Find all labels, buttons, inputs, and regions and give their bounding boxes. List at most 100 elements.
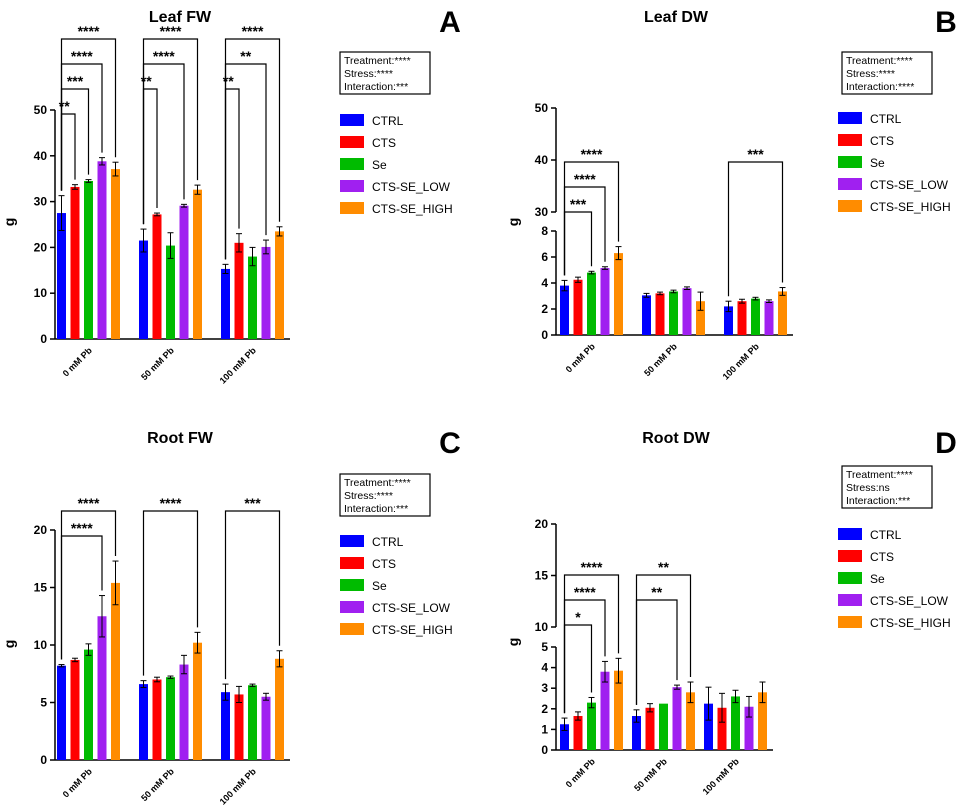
bar bbox=[275, 231, 284, 339]
panel-d-root-dw: Root DW D g 0 1 2 3 4 5 10 15 20 0 mM Pb 50 mM Pb 1… bbox=[505, 427, 957, 797]
legend-swatch bbox=[838, 528, 862, 540]
significance-bracket bbox=[727, 161, 784, 297]
legend-label: Se bbox=[372, 158, 387, 172]
y-axis-label: g bbox=[505, 638, 521, 647]
significance-bracket bbox=[563, 211, 593, 276]
bar bbox=[193, 642, 202, 760]
significance-label: ** bbox=[658, 559, 669, 575]
bar bbox=[737, 301, 747, 335]
y-tick-label: 40 bbox=[34, 149, 48, 163]
legend-label: CTS bbox=[870, 134, 894, 148]
significance-label: **** bbox=[242, 23, 264, 39]
legend-label: CTRL bbox=[870, 528, 902, 542]
significance-bracket bbox=[142, 38, 199, 225]
y-tick-label: 2 bbox=[541, 302, 548, 316]
significance-label: ** bbox=[240, 48, 251, 64]
significance-label: **** bbox=[71, 520, 93, 536]
legend-label: CTS-SE_HIGH bbox=[870, 616, 951, 630]
x-tick-label: 100 mM Pb bbox=[701, 756, 742, 797]
significance-label: **** bbox=[581, 559, 603, 575]
bar bbox=[587, 702, 596, 750]
significance-bracket bbox=[224, 63, 267, 260]
stat-treatment: Treatment:**** bbox=[344, 55, 411, 67]
y-tick-label: 15 bbox=[535, 569, 549, 583]
bar bbox=[724, 306, 733, 335]
bar bbox=[573, 716, 583, 750]
significance-label: **** bbox=[160, 23, 182, 39]
y-tick-label: 20 bbox=[34, 240, 48, 254]
bar bbox=[642, 295, 651, 335]
bar bbox=[669, 291, 678, 335]
y-tick-label: 10 bbox=[34, 286, 48, 300]
bar bbox=[731, 696, 740, 750]
legend-label: CTS-SE_LOW bbox=[870, 594, 949, 608]
y-tick-label: 4 bbox=[541, 276, 548, 290]
x-tick-label: 50 mM Pb bbox=[139, 345, 176, 382]
bar bbox=[193, 189, 202, 339]
significance-bracket bbox=[563, 599, 606, 714]
bar bbox=[614, 253, 623, 335]
bar bbox=[97, 616, 107, 760]
panel-letter: D bbox=[935, 427, 957, 460]
panel-b-leaf-dw: Leaf DW B g 0 2 4 6 8 30 40 50 0 mM Pb 50 mM Pb 10… bbox=[505, 6, 957, 382]
stat-interaction: Interaction:*** bbox=[846, 495, 910, 507]
legend-swatch bbox=[340, 557, 364, 569]
bar bbox=[686, 692, 695, 750]
x-tick-label: 0 mM Pb bbox=[61, 345, 95, 379]
y-tick-label: 20 bbox=[535, 517, 549, 531]
significance-label: *** bbox=[570, 196, 587, 212]
significance-label: *** bbox=[747, 146, 764, 162]
bar bbox=[645, 707, 655, 750]
stats-box: Treatment:**** Stress:ns Interaction:*** bbox=[841, 465, 933, 509]
y-axis-label: g bbox=[1, 640, 17, 649]
bar bbox=[751, 298, 760, 335]
bar bbox=[166, 245, 175, 339]
bar bbox=[560, 285, 569, 335]
significance-bracket bbox=[60, 535, 103, 660]
bar bbox=[248, 685, 257, 760]
stats-box: Treatment:**** Stress:**** Interaction:*… bbox=[339, 51, 431, 95]
legend-swatch bbox=[838, 200, 862, 212]
bar bbox=[275, 658, 284, 760]
bar bbox=[764, 301, 774, 335]
bar bbox=[600, 671, 610, 750]
legend-swatch bbox=[340, 601, 364, 613]
bar bbox=[704, 703, 713, 750]
legend-swatch bbox=[340, 579, 364, 591]
bar bbox=[261, 696, 271, 760]
legend-label: CTRL bbox=[870, 112, 902, 126]
bar bbox=[152, 214, 162, 339]
chart-title: Leaf FW bbox=[149, 9, 212, 26]
y-tick-label: 20 bbox=[34, 523, 48, 537]
bar bbox=[672, 687, 682, 750]
significance-label: ** bbox=[141, 73, 152, 89]
significance-bracket bbox=[224, 88, 240, 260]
legend-swatch bbox=[340, 535, 364, 547]
x-tick-label: 100 mM Pb bbox=[218, 766, 259, 807]
y-tick-label: 40 bbox=[535, 153, 549, 167]
bar bbox=[179, 664, 189, 760]
legend-label: CTS-SE_HIGH bbox=[372, 623, 453, 637]
y-tick-label: 30 bbox=[535, 205, 549, 219]
y-tick-label: 0 bbox=[541, 328, 548, 342]
legend-label: CTRL bbox=[372, 535, 404, 549]
bar bbox=[70, 659, 80, 760]
bar bbox=[57, 665, 66, 760]
bar bbox=[587, 272, 596, 335]
y-tick-label: 2 bbox=[541, 702, 548, 716]
y-tick-label: 10 bbox=[535, 620, 549, 634]
significance-bracket bbox=[142, 510, 199, 676]
legend-swatch bbox=[340, 136, 364, 148]
legend-label: Se bbox=[870, 156, 885, 170]
y-tick-label: 50 bbox=[34, 103, 48, 117]
stat-stress: Stress:**** bbox=[846, 68, 895, 80]
significance-label: **** bbox=[78, 23, 100, 39]
panel-c-root-fw: Root FW C g 0 5 10 15 20 0 mM Pb 50 mM Pb 100 m… bbox=[1, 427, 461, 807]
bar bbox=[717, 707, 727, 750]
stat-interaction: Interaction:*** bbox=[344, 81, 408, 93]
significance-bracket bbox=[635, 599, 678, 705]
